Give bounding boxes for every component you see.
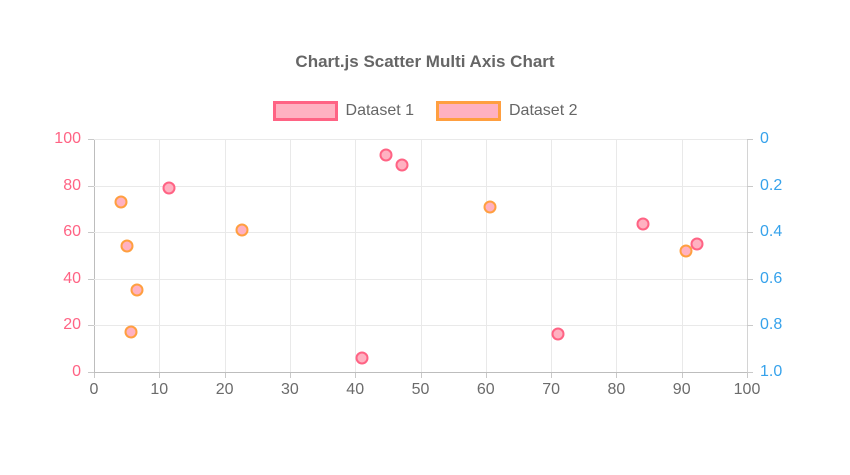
x-tickmark <box>94 372 95 378</box>
x-tick-label: 20 <box>215 381 234 398</box>
datapoint-dataset-1[interactable] <box>690 237 704 251</box>
x-tickmark <box>159 372 161 378</box>
x-gridline <box>159 139 161 372</box>
y-right-tick-label: 0 <box>760 130 769 147</box>
x-axis-line <box>94 372 747 373</box>
y-left-tickmark <box>88 325 94 327</box>
y-axis-line <box>94 139 95 372</box>
y-right-tickmark <box>747 232 753 234</box>
y-left-tick-label: 100 <box>54 130 81 147</box>
x-tickmark <box>616 372 618 378</box>
y-left-tick-label: 60 <box>63 223 81 241</box>
y-left-tick-label: 40 <box>63 269 81 287</box>
datapoint-dataset-2[interactable] <box>124 325 138 339</box>
legend-label-dataset-1: Dataset 1 <box>345 102 414 119</box>
datapoint-dataset-1[interactable] <box>551 327 565 341</box>
x-tickmark <box>551 372 553 378</box>
legend-swatch-dataset-2 <box>436 101 501 121</box>
y-right-tick-label: 0.6 <box>760 269 783 287</box>
legend-item-dataset-2[interactable]: Dataset 2 <box>436 101 577 121</box>
datapoint-dataset-2[interactable] <box>679 244 693 258</box>
y-left-tick-label: 0 <box>72 363 81 380</box>
datapoint-dataset-2[interactable] <box>130 283 144 297</box>
y-left-tickmark <box>88 232 94 234</box>
datapoint-dataset-1[interactable] <box>636 217 650 231</box>
y-gridline <box>94 232 747 234</box>
y-left-tickmark <box>88 278 94 280</box>
x-gridline <box>289 139 291 372</box>
x-tickmark <box>224 372 226 378</box>
x-tick-label: 50 <box>411 381 430 398</box>
y-right-tick-label: 0.2 <box>760 176 783 194</box>
y-left-tickmark <box>88 372 94 373</box>
datapoint-dataset-1[interactable] <box>355 351 369 365</box>
datapoint-dataset-1[interactable] <box>162 181 176 195</box>
chart-title: Chart.js Scatter Multi Axis Chart <box>295 52 555 71</box>
x-tickmark <box>747 372 748 378</box>
datapoint-dataset-1[interactable] <box>379 148 393 162</box>
y-right-tick-label: 0.4 <box>760 223 783 241</box>
x-gridline <box>224 139 226 372</box>
x-tickmark <box>355 372 357 378</box>
x-tickmark <box>289 372 291 378</box>
datapoint-dataset-2[interactable] <box>235 223 249 237</box>
right-axis-line <box>747 139 748 372</box>
datapoint-dataset-2[interactable] <box>483 200 497 214</box>
legend-item-dataset-1[interactable]: Dataset 1 <box>272 101 414 121</box>
x-gridline <box>355 139 357 372</box>
x-tick-label: 30 <box>280 381 299 398</box>
x-tick-label: 40 <box>346 381 365 398</box>
y-right-tickmark <box>747 139 753 140</box>
y-right-tick-label: 1.0 <box>760 363 783 380</box>
legend-label-dataset-2: Dataset 2 <box>509 102 578 119</box>
y-left-tickmark <box>88 139 94 140</box>
y-right-tickmark <box>747 278 753 280</box>
x-tick-label: 100 <box>733 381 761 398</box>
datapoint-dataset-1[interactable] <box>395 158 409 172</box>
x-tick-label: 90 <box>672 381 691 398</box>
x-gridline <box>420 139 422 372</box>
y-left-tick-label: 80 <box>63 176 81 194</box>
x-tick-label: 10 <box>150 381 169 398</box>
y-gridline <box>94 278 747 280</box>
x-tickmark <box>420 372 422 378</box>
y-right-tickmark <box>747 185 753 187</box>
x-tick-label: 60 <box>476 381 495 398</box>
x-tick-label: 0 <box>89 381 99 398</box>
y-left-tick-label: 20 <box>63 316 81 334</box>
y-right-tickmark <box>747 325 753 327</box>
y-right-tickmark <box>747 372 753 373</box>
x-tickmark <box>485 372 487 378</box>
x-tick-label: 70 <box>542 381 560 398</box>
x-gridline <box>485 139 487 372</box>
x-tickmark <box>681 372 683 378</box>
x-tick-label: 80 <box>607 381 626 398</box>
y-gridline <box>94 139 747 140</box>
x-gridline <box>551 139 553 372</box>
y-gridline <box>94 325 747 327</box>
y-left-tickmark <box>88 185 94 187</box>
legend-swatch-dataset-1 <box>272 101 338 121</box>
x-gridline <box>616 139 618 372</box>
legend: Dataset 1 Dataset 2 <box>0 101 850 121</box>
datapoint-dataset-2[interactable] <box>120 239 134 253</box>
y-gridline <box>94 185 747 187</box>
y-right-tick-label: 0.8 <box>760 316 783 334</box>
datapoint-dataset-2[interactable] <box>114 195 128 209</box>
